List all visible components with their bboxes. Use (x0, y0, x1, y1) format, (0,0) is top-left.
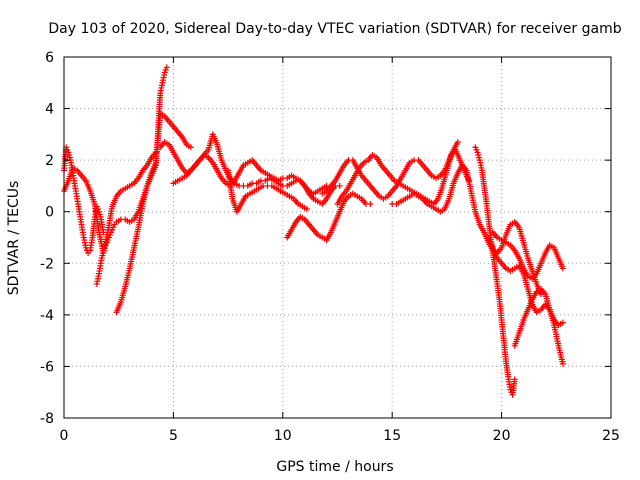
data-point (511, 376, 518, 383)
y-tick-label: 2 (45, 153, 54, 169)
data-point (559, 265, 566, 272)
x-tick-label: 20 (493, 428, 511, 444)
x-tick-label: 10 (274, 428, 292, 444)
chart-title: Day 103 of 2020, Sidereal Day-to-day VTE… (48, 21, 621, 37)
x-tick-label: 25 (602, 428, 620, 444)
y-tick-label: 6 (45, 50, 54, 66)
data-series-arc-8 (284, 190, 374, 244)
y-axis-ticks: -8 -6 -4 -2 0 2 4 6 (40, 50, 611, 427)
data-series-arc-12 (472, 144, 518, 398)
data-series-arc-13 (489, 229, 566, 282)
data-markers (61, 64, 566, 398)
x-tick-label: 15 (383, 428, 401, 444)
y-axis-label: SDTVAR / TECUs (6, 181, 22, 296)
data-point (187, 144, 194, 151)
data-point (163, 64, 170, 71)
y-tick-label: 4 (45, 102, 54, 118)
grid-lines (64, 57, 611, 418)
data-point (454, 139, 461, 146)
y-tick-label: 0 (45, 205, 54, 221)
data-series-arc-6 (170, 151, 330, 197)
data-series-arc-15 (511, 286, 566, 367)
data-series-arc-11 (389, 162, 544, 298)
y-tick-label: -6 (40, 359, 54, 375)
data-point (559, 319, 566, 326)
data-series-arc-3 (93, 64, 170, 287)
x-axis-label: GPS time / hours (276, 459, 393, 475)
x-tick-label: 5 (169, 428, 178, 444)
y-tick-label: -2 (40, 256, 54, 272)
x-axis-ticks: 0 5 10 15 20 25 (60, 57, 620, 444)
y-tick-label: -8 (40, 411, 54, 427)
x-tick-label: 0 (60, 428, 69, 444)
data-point (559, 360, 566, 367)
data-series-arc-4 (113, 110, 194, 316)
plot-frame (63, 56, 612, 419)
data-point (367, 200, 374, 207)
data-point (336, 182, 343, 189)
data-point (303, 206, 310, 213)
y-tick-label: -4 (40, 308, 54, 324)
data-series-arc-7 (225, 167, 310, 215)
